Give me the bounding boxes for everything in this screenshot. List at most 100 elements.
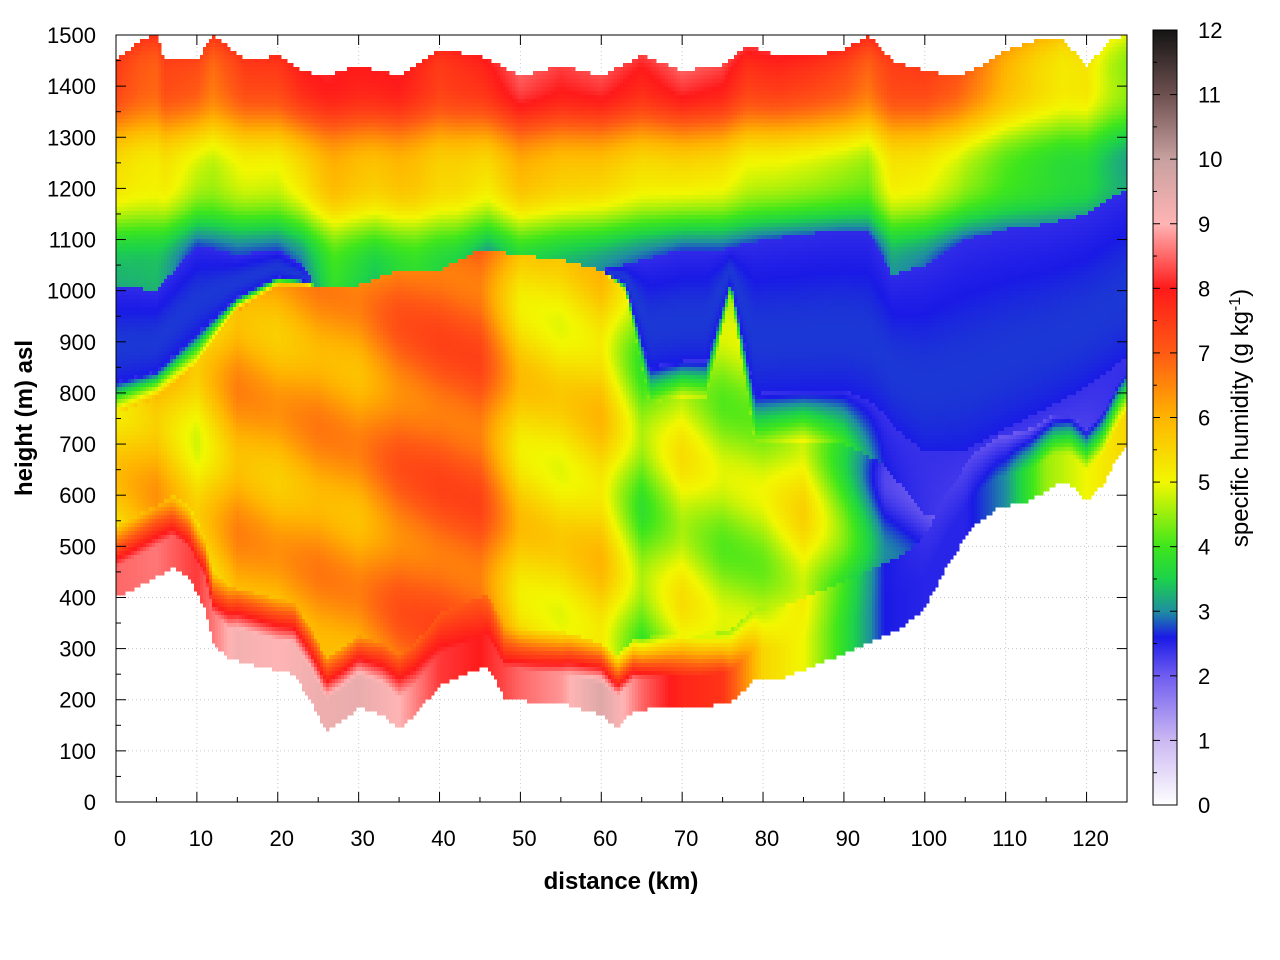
field-column [905, 67, 909, 624]
field-column [1121, 35, 1125, 452]
field-column [365, 67, 369, 712]
field-column [197, 59, 201, 596]
field-column [662, 63, 666, 708]
field-column [392, 75, 396, 724]
field-column [260, 59, 264, 668]
field-column [986, 63, 990, 516]
colorbar-title-superscript: -1 [1227, 297, 1244, 311]
field-column [917, 67, 921, 616]
field-column [464, 55, 468, 676]
field-column [782, 55, 786, 680]
field-column [500, 67, 504, 692]
field-column [452, 51, 456, 680]
field-column [968, 71, 972, 532]
field-column [308, 71, 312, 700]
x-tick-label: 0 [114, 826, 126, 851]
field-column [719, 67, 723, 704]
field-column [575, 71, 579, 708]
field-column [1001, 51, 1005, 508]
field-column [422, 59, 426, 704]
field-column [299, 71, 303, 684]
y-tick-label: 800 [59, 381, 96, 406]
field-column [281, 59, 285, 672]
field-column [713, 67, 717, 704]
field-column [155, 35, 159, 576]
field-column [932, 71, 936, 592]
field-column [653, 59, 657, 708]
field-column [530, 75, 534, 704]
field-column [869, 39, 873, 644]
field-column [881, 51, 885, 636]
field-column [266, 59, 270, 668]
field-column [716, 67, 720, 704]
field-column [506, 71, 510, 700]
field-column [368, 67, 372, 712]
y-tick-label: 1000 [47, 279, 96, 304]
y-tick-label: 500 [59, 534, 96, 559]
field-column [704, 67, 708, 708]
field-column [647, 59, 651, 708]
field-column [899, 63, 903, 628]
field-column [944, 75, 948, 568]
field-column [371, 71, 375, 712]
colorbar-tick-label: 1 [1198, 728, 1210, 753]
field-column [1013, 47, 1017, 504]
field-column [734, 55, 738, 700]
field-column [182, 59, 186, 576]
y-tick-label: 200 [59, 688, 96, 713]
field-column [761, 51, 765, 680]
field-column [992, 59, 996, 512]
field-column [728, 59, 732, 704]
field-column [590, 75, 594, 712]
field-column [725, 63, 729, 704]
field-column [188, 59, 192, 580]
field-column [236, 55, 240, 660]
field-column [1091, 59, 1095, 496]
x-tick-label: 80 [755, 826, 779, 851]
y-tick-label: 600 [59, 483, 96, 508]
colorbar-tick-label: 12 [1198, 18, 1222, 43]
field-column [239, 55, 243, 664]
field-column [695, 67, 699, 708]
colorbar-title-suffix: ) [1227, 289, 1254, 297]
field-column [320, 75, 324, 724]
field-column [383, 71, 387, 716]
field-column [473, 55, 477, 672]
field-column [776, 55, 780, 680]
field-column [692, 71, 696, 708]
field-column [476, 55, 480, 672]
field-column [359, 67, 363, 708]
field-column [950, 75, 954, 560]
field-column [482, 59, 486, 668]
field-column [635, 59, 639, 712]
field-column [245, 59, 249, 664]
field-column [803, 55, 807, 672]
field-column [1064, 43, 1068, 484]
field-column [872, 39, 876, 640]
field-column [446, 51, 450, 684]
field-column [563, 67, 567, 704]
field-column [779, 55, 783, 680]
field-column [941, 75, 945, 576]
field-column [836, 51, 840, 656]
field-column [674, 67, 678, 708]
field-column [527, 75, 531, 704]
field-column [884, 55, 888, 636]
field-column [347, 67, 351, 716]
field-column [572, 67, 576, 708]
field-column [788, 55, 792, 676]
field-column [680, 71, 684, 708]
humidity-field [116, 35, 1128, 732]
field-column [296, 67, 300, 680]
field-column [584, 71, 588, 712]
field-column [215, 39, 219, 648]
field-column [773, 55, 777, 680]
field-column [542, 71, 546, 704]
field-column [194, 59, 198, 592]
y-tick-label: 0 [84, 790, 96, 815]
field-column [314, 75, 318, 712]
field-column [602, 75, 606, 716]
field-column [926, 71, 930, 604]
field-column [437, 51, 441, 688]
